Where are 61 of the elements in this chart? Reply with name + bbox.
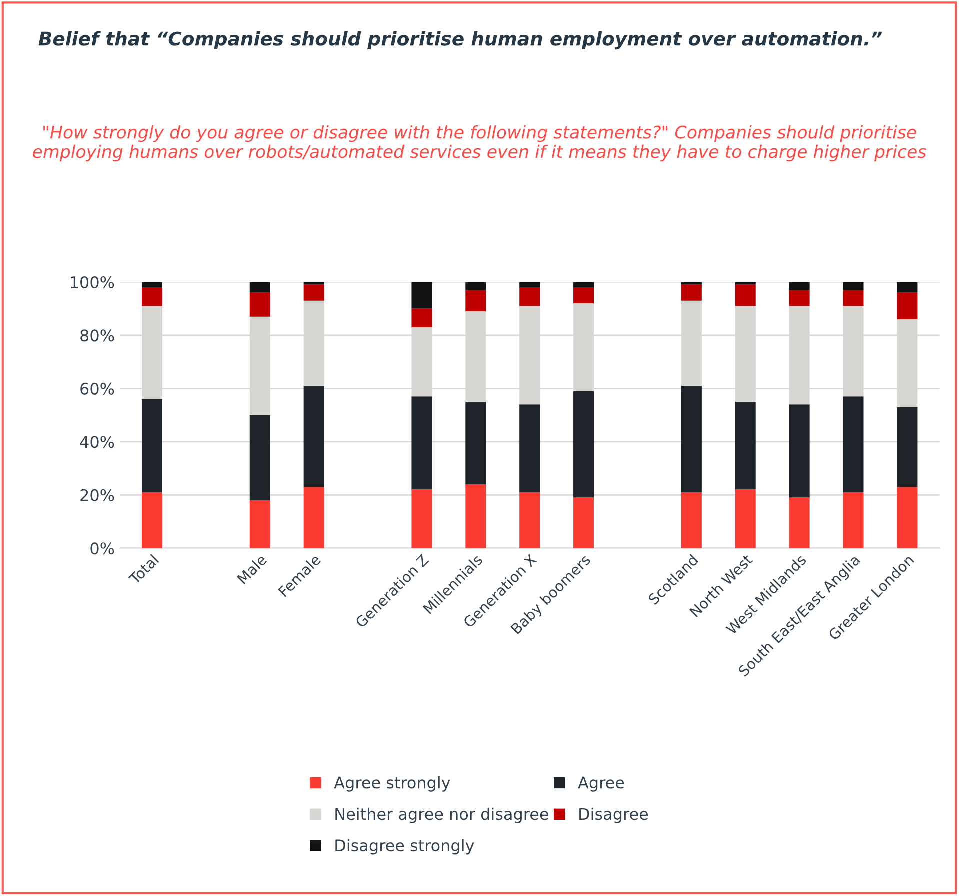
bar [250, 282, 270, 293]
bar [681, 282, 702, 285]
bar [520, 288, 540, 306]
legend-label: Agree [578, 776, 624, 792]
bar [520, 492, 540, 548]
bar [843, 492, 864, 548]
bar [574, 498, 594, 548]
y-tick-label: 20% [80, 489, 114, 502]
bar [412, 396, 432, 490]
bar [304, 282, 324, 285]
bar [681, 492, 702, 548]
bar [304, 487, 324, 548]
bar [735, 284, 756, 306]
bar [412, 282, 432, 309]
bar [466, 290, 486, 312]
bar [142, 492, 162, 548]
legend-label: Disagree strongly [336, 839, 474, 855]
bar [897, 282, 918, 293]
chart-title: Belief that “Companies should prioritise human employment over automation.” [38, 31, 882, 50]
bar [250, 415, 270, 500]
bar [843, 282, 864, 290]
bar [789, 404, 810, 498]
chart-subtitle: "How strongly do you agree or disagree with the following statements?" Companies should prioritise employing humans over robots/automated services even if it means they have to charge higher prices [33, 125, 926, 162]
y-tick-label: 0% [90, 542, 114, 555]
bar [897, 292, 918, 320]
bar [897, 407, 918, 488]
bar [681, 386, 702, 492]
bar [250, 500, 270, 548]
y-tick-label: 60% [80, 382, 114, 395]
legend-label: Agree strongly [334, 776, 450, 792]
bar [574, 391, 594, 498]
y-tick-label: 100% [71, 276, 114, 289]
bar [412, 308, 432, 328]
bar [843, 290, 864, 306]
bar [789, 282, 810, 290]
bar [681, 284, 702, 301]
bar [735, 282, 756, 285]
bar [412, 490, 432, 548]
bar [142, 288, 162, 306]
bar [574, 288, 594, 304]
y-tick-label: 80% [80, 330, 114, 342]
bar [843, 396, 864, 492]
bar [789, 290, 810, 306]
bar [735, 490, 756, 548]
bar [735, 402, 756, 490]
bar [520, 282, 540, 288]
y-tick-label: 40% [80, 436, 114, 448]
legend-label: Disagree [580, 808, 648, 824]
bar [466, 402, 486, 484]
legend-label: Neither agree nor disagree [336, 808, 548, 824]
bar [304, 386, 324, 488]
bar [466, 282, 486, 290]
bar [897, 487, 918, 548]
bar [304, 284, 324, 301]
bar [250, 292, 270, 317]
bar [142, 282, 162, 288]
bar [789, 498, 810, 548]
bar [574, 282, 594, 288]
bar [142, 399, 162, 492]
bar [466, 484, 486, 548]
bar [520, 404, 540, 492]
